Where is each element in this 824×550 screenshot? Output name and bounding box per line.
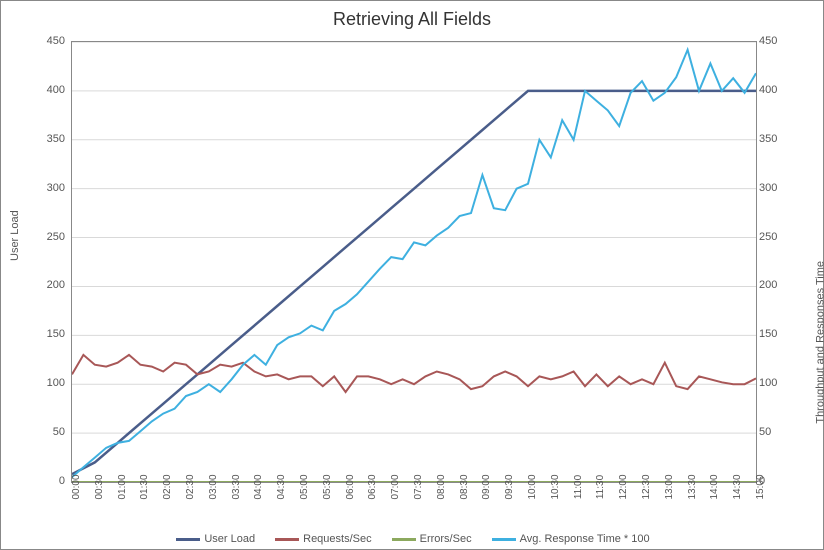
legend-label: User Load xyxy=(204,533,255,545)
x-tick: 10:00 xyxy=(527,474,538,499)
y-tick-left: 50 xyxy=(53,426,65,438)
y-axis-left: 050100150200250300350400450 xyxy=(1,41,69,481)
x-tick: 09:30 xyxy=(504,474,515,499)
legend: User Load Requests/Sec Errors/Sec Avg. Resp… xyxy=(71,533,755,545)
series-line xyxy=(72,91,756,474)
x-tick: 05:00 xyxy=(299,474,310,499)
x-tick: 02:30 xyxy=(185,474,196,499)
y-tick-right: 150 xyxy=(759,328,777,340)
x-tick: 01:00 xyxy=(117,474,128,499)
x-tick: 08:30 xyxy=(459,474,470,499)
x-tick: 14:30 xyxy=(732,474,743,499)
x-tick: 12:30 xyxy=(641,474,652,499)
chart-title: Retrieving All Fields xyxy=(1,1,823,30)
legend-swatch xyxy=(275,538,299,541)
x-tick: 06:00 xyxy=(345,474,356,499)
x-tick: 03:30 xyxy=(231,474,242,499)
legend-item: Requests/Sec xyxy=(275,533,371,545)
legend-swatch xyxy=(492,538,516,541)
legend-item: User Load xyxy=(176,533,255,545)
legend-label: Requests/Sec xyxy=(303,533,371,545)
y-tick-right: 350 xyxy=(759,133,777,145)
y-tick-left: 400 xyxy=(47,84,65,96)
legend-item: Errors/Sec xyxy=(392,533,472,545)
x-tick: 08:00 xyxy=(436,474,447,499)
y-tick-left: 350 xyxy=(47,133,65,145)
x-tick: 00:00 xyxy=(71,474,82,499)
x-tick: 04:00 xyxy=(253,474,264,499)
y-tick-right: 100 xyxy=(759,377,777,389)
x-tick: 13:00 xyxy=(664,474,675,499)
plot-area xyxy=(71,41,757,483)
y-tick-left: 300 xyxy=(47,182,65,194)
y-tick-left: 450 xyxy=(47,35,65,47)
x-tick: 04:30 xyxy=(276,474,287,499)
x-tick: 14:00 xyxy=(709,474,720,499)
chart-container: Retrieving All Fields User Load Throughp… xyxy=(0,0,824,550)
legend-swatch xyxy=(176,538,200,541)
legend-label: Errors/Sec xyxy=(420,533,472,545)
x-tick: 15:00 xyxy=(755,474,766,499)
x-axis: 00:0000:3001:0001:3002:0002:3003:0003:30… xyxy=(71,483,755,523)
y-tick-right: 400 xyxy=(759,84,777,96)
x-tick: 00:30 xyxy=(94,474,105,499)
x-tick: 11:30 xyxy=(595,475,606,499)
y-tick-right: 200 xyxy=(759,279,777,291)
x-tick: 10:30 xyxy=(550,474,561,499)
x-tick: 09:00 xyxy=(481,474,492,499)
x-tick: 07:30 xyxy=(413,474,424,499)
x-tick: 06:30 xyxy=(367,474,378,499)
lines-svg xyxy=(72,42,756,482)
series-line xyxy=(72,355,756,392)
legend-item: Avg. Response Time * 100 xyxy=(492,533,650,545)
x-tick: 05:30 xyxy=(322,474,333,499)
x-tick: 01:30 xyxy=(139,474,150,499)
x-tick: 02:00 xyxy=(162,474,173,499)
y-tick-right: 300 xyxy=(759,182,777,194)
legend-swatch xyxy=(392,538,416,541)
y-axis-right: 050100150200250300350400450 xyxy=(755,41,823,481)
series-line xyxy=(72,50,756,477)
y-tick-left: 150 xyxy=(47,328,65,340)
y-tick-left: 100 xyxy=(47,377,65,389)
x-tick: 12:00 xyxy=(618,474,629,499)
y-tick-right: 250 xyxy=(759,231,777,243)
y-tick-right: 50 xyxy=(759,426,771,438)
x-tick: 11:00 xyxy=(573,475,584,499)
x-tick: 13:30 xyxy=(687,474,698,499)
y-tick-left: 200 xyxy=(47,279,65,291)
y-tick-right: 450 xyxy=(759,35,777,47)
x-tick: 07:00 xyxy=(390,474,401,499)
x-tick: 03:00 xyxy=(208,474,219,499)
legend-label: Avg. Response Time * 100 xyxy=(520,533,650,545)
y-tick-left: 250 xyxy=(47,231,65,243)
y-tick-left: 0 xyxy=(59,475,65,487)
